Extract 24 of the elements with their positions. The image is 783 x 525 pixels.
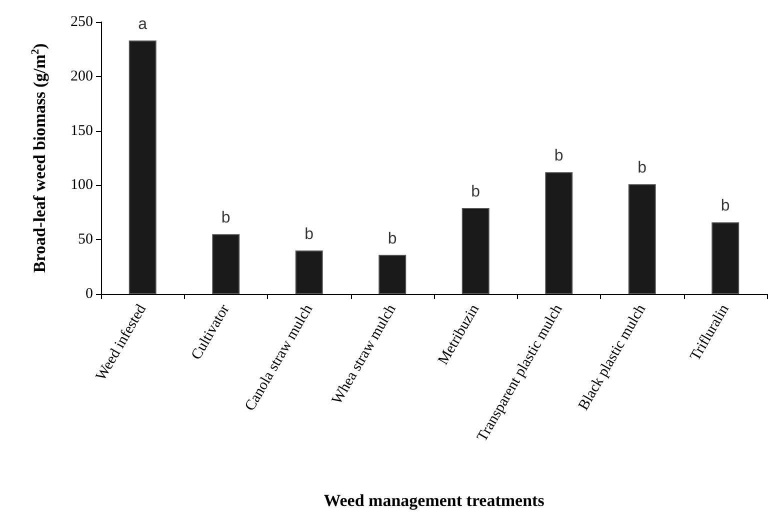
y-tick-label: 200 xyxy=(70,68,93,84)
annotation: a xyxy=(138,16,148,33)
y-tick-label: 0 xyxy=(86,286,93,302)
bar xyxy=(545,172,573,294)
annotation: b xyxy=(304,226,314,243)
y-tick-label: 100 xyxy=(70,177,93,194)
annotation: b xyxy=(471,184,480,201)
annotation: b xyxy=(554,148,564,165)
bar xyxy=(712,222,740,294)
annotation: b xyxy=(720,198,730,215)
bar xyxy=(628,184,656,294)
annotation: b xyxy=(388,230,397,248)
bar xyxy=(295,250,323,294)
y-tick-label: 250 xyxy=(70,14,93,30)
y-tick-label: 50 xyxy=(78,232,93,248)
annotation: b xyxy=(638,160,647,177)
bar xyxy=(128,40,156,294)
bar xyxy=(212,234,240,294)
bar xyxy=(378,254,406,294)
bar xyxy=(462,208,490,294)
y-axis-title: Broad-leaf weed biomass (g/m2) xyxy=(30,43,49,273)
annotation: b xyxy=(221,210,230,227)
x-axis-title: Weed management treatments xyxy=(324,491,545,510)
y-tick-label: 150 xyxy=(70,122,93,139)
